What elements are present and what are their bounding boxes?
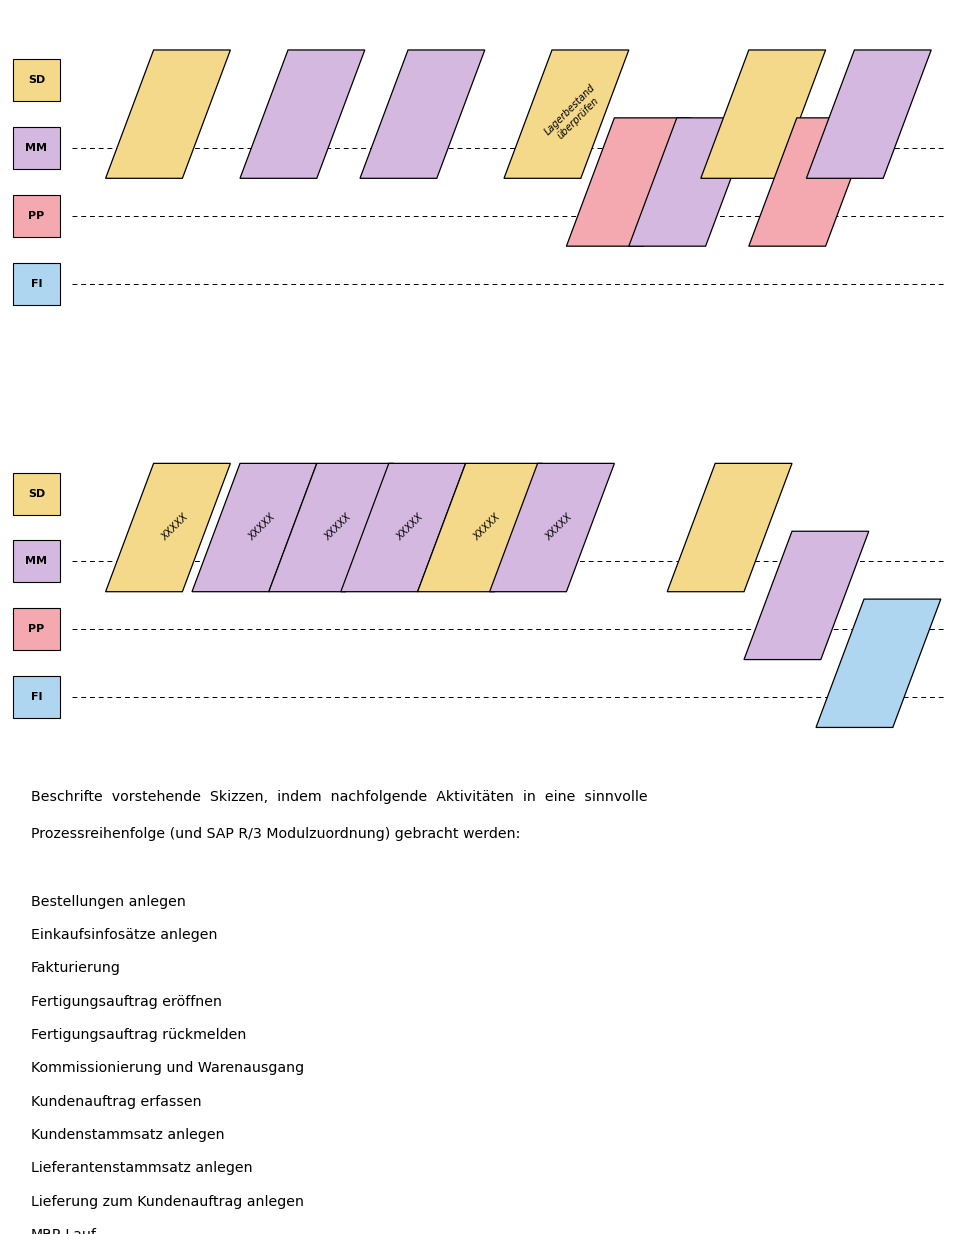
- Text: XXXXX: XXXXX: [472, 512, 502, 543]
- Text: XXXXX: XXXXX: [396, 512, 425, 543]
- Text: Fertigungsauftrag eröffnen: Fertigungsauftrag eröffnen: [31, 995, 222, 1008]
- Polygon shape: [490, 463, 614, 592]
- Text: Prozessreihenfolge (und SAP R/3 Modulzuordnung) gebracht werden:: Prozessreihenfolge (und SAP R/3 Modulzuo…: [31, 827, 520, 840]
- Text: Beschrifte  vorstehende  Skizzen,  indem  nachfolgende  Aktivitäten  in  eine  s: Beschrifte vorstehende Skizzen, indem na…: [31, 790, 647, 803]
- Text: FI: FI: [31, 692, 42, 702]
- FancyBboxPatch shape: [13, 127, 60, 169]
- Polygon shape: [749, 118, 874, 247]
- Text: Kundenstammsatz anlegen: Kundenstammsatz anlegen: [31, 1128, 225, 1141]
- Text: SD: SD: [28, 75, 45, 85]
- Text: FI: FI: [31, 279, 42, 289]
- Text: PP: PP: [29, 211, 44, 221]
- Text: Bestellungen anlegen: Bestellungen anlegen: [31, 895, 185, 908]
- Text: XXXXX: XXXXX: [160, 512, 190, 543]
- Text: XXXXX: XXXXX: [544, 512, 574, 543]
- Text: Fakturierung: Fakturierung: [31, 961, 121, 975]
- Polygon shape: [744, 531, 869, 660]
- Text: MRP-Lauf: MRP-Lauf: [31, 1228, 97, 1234]
- Polygon shape: [566, 118, 691, 247]
- FancyBboxPatch shape: [13, 263, 60, 305]
- FancyBboxPatch shape: [13, 473, 60, 515]
- Polygon shape: [806, 51, 931, 179]
- FancyBboxPatch shape: [13, 540, 60, 582]
- Polygon shape: [269, 463, 394, 592]
- FancyBboxPatch shape: [13, 195, 60, 237]
- Text: PP: PP: [29, 624, 44, 634]
- Text: MM: MM: [26, 143, 47, 153]
- Text: MM: MM: [26, 557, 47, 566]
- Text: Kommissionierung und Warenausgang: Kommissionierung und Warenausgang: [31, 1061, 304, 1075]
- Text: XXXXX: XXXXX: [247, 512, 276, 543]
- Polygon shape: [106, 51, 230, 179]
- Polygon shape: [816, 600, 941, 728]
- Polygon shape: [360, 51, 485, 179]
- Text: Einkaufsinfosätze anlegen: Einkaufsinfosätze anlegen: [31, 928, 217, 942]
- Text: Kundenauftrag erfassen: Kundenauftrag erfassen: [31, 1095, 202, 1108]
- Polygon shape: [701, 51, 826, 179]
- Text: XXXXX: XXXXX: [324, 512, 353, 543]
- Polygon shape: [106, 463, 230, 592]
- Polygon shape: [418, 463, 542, 592]
- Text: SD: SD: [28, 489, 45, 499]
- Text: Lieferung zum Kundenauftrag anlegen: Lieferung zum Kundenauftrag anlegen: [31, 1195, 303, 1208]
- Text: Lagerbestand
überprüfen: Lagerbestand überprüfen: [542, 83, 605, 146]
- Text: Lieferantenstammsatz anlegen: Lieferantenstammsatz anlegen: [31, 1161, 252, 1175]
- FancyBboxPatch shape: [13, 59, 60, 101]
- Text: Fertigungsauftrag rückmelden: Fertigungsauftrag rückmelden: [31, 1028, 246, 1041]
- Polygon shape: [667, 463, 792, 592]
- Polygon shape: [629, 118, 754, 247]
- Polygon shape: [504, 51, 629, 179]
- FancyBboxPatch shape: [13, 676, 60, 718]
- Polygon shape: [240, 51, 365, 179]
- FancyBboxPatch shape: [13, 608, 60, 650]
- Polygon shape: [341, 463, 466, 592]
- Polygon shape: [192, 463, 317, 592]
